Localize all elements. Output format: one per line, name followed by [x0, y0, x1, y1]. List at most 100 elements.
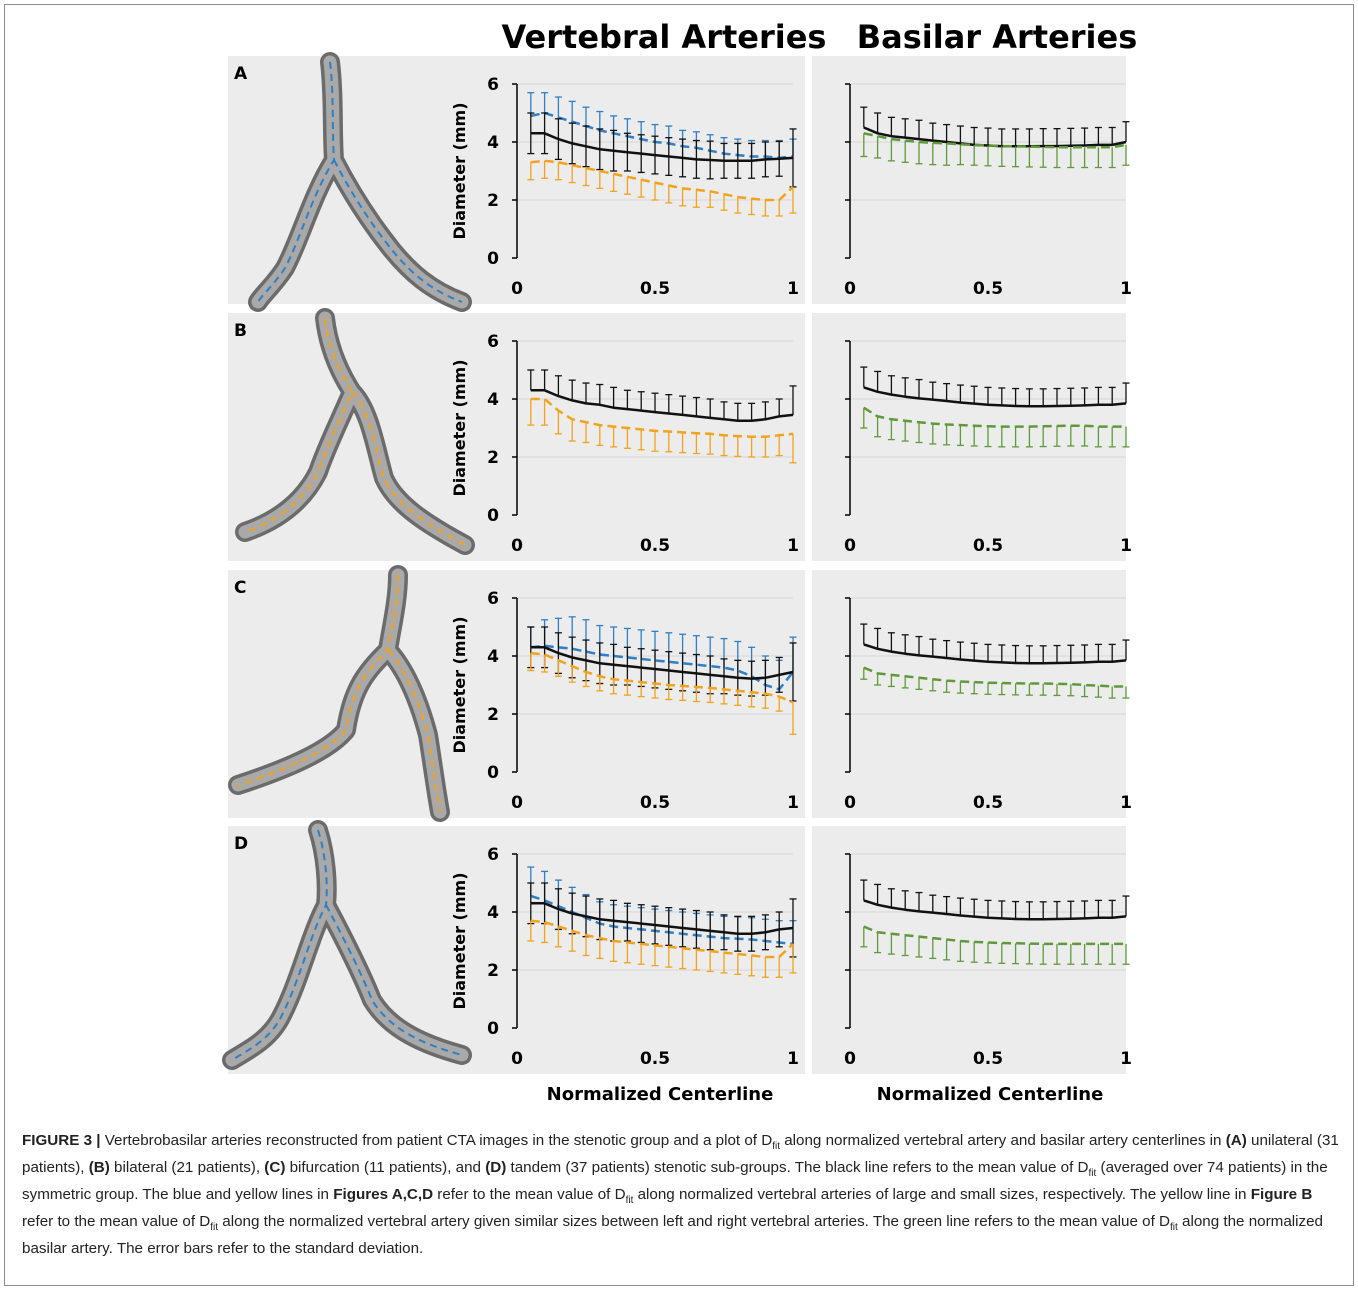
yellow-series	[527, 159, 797, 217]
caption-ref-d: (D)	[485, 1159, 507, 1177]
yellow-series	[527, 919, 797, 978]
caption-text: bifurcation (11 patients), and	[285, 1159, 486, 1177]
caption-text: Vertebrobasilar arteries reconstructed f…	[100, 1132, 773, 1149]
y-tick-label: 6	[487, 589, 499, 609]
x-tick-label: 1	[787, 1049, 799, 1069]
caption-ref-figs-acd: Figures A,C,D	[333, 1186, 434, 1204]
black-series	[860, 623, 1130, 665]
black-mean-line	[863, 386, 1127, 408]
caption-text: along the normalized basilar artery. The…	[22, 1213, 1323, 1258]
x-tick-label: 0	[511, 536, 523, 556]
panel-background	[812, 826, 1126, 1074]
caption-text: tandem (37 patients) stenotic sub-groups…	[506, 1159, 1089, 1177]
green-series	[860, 406, 1130, 448]
caption-text: along normalized vertebral artery and ba…	[780, 1132, 1226, 1149]
basilar-chart: 0 0.5 1	[812, 56, 1132, 304]
green-mean-line	[863, 925, 1126, 946]
y-tick-label: 0	[487, 506, 499, 526]
y-tick-label: 6	[487, 75, 499, 95]
y-axis-label: Diameter (mm)	[450, 872, 469, 1009]
panel-background	[812, 313, 1126, 561]
caption-ref-b: (B)	[88, 1159, 110, 1177]
y-axis-label: Diameter (mm)	[450, 616, 469, 753]
vertebral-chart: B Diameter (mm) 0 2 4 6 0 0.5 1	[228, 308, 805, 561]
x-tick-label: 1	[1120, 279, 1132, 299]
y-tick-label: 0	[487, 249, 499, 269]
caption-text: refer to the mean value of D	[22, 1213, 211, 1231]
y-tick-label: 4	[487, 647, 499, 667]
artery-centerline	[257, 61, 463, 303]
y-tick-label: 2	[487, 705, 499, 725]
y-tick-label: 4	[487, 903, 499, 923]
caption-figure-label: FIGURE 3 |	[22, 1132, 101, 1149]
x-tick-label: 0.5	[640, 536, 670, 556]
x-tick-label: 0	[844, 279, 856, 299]
yellow-mean-line	[530, 919, 794, 959]
caption-ref-c: (C)	[264, 1159, 286, 1177]
y-tick-label: 4	[487, 390, 499, 410]
x-tick-label: 0.5	[973, 279, 1003, 299]
artery-centerline	[231, 829, 463, 1061]
green-mean-line	[863, 132, 1127, 149]
x-tick-label: 0	[844, 1049, 856, 1069]
panel-letter: B	[234, 321, 247, 341]
caption-subscript: fit	[1170, 1222, 1178, 1234]
y-tick-label: 2	[487, 961, 499, 981]
green-series	[860, 925, 1130, 965]
caption-text: bilateral (21 patients),	[109, 1159, 265, 1177]
artery-centerline	[237, 574, 441, 813]
column-title-basilar: Basilar Arteries	[857, 18, 1138, 56]
basilar-chart: 0 0.5 1	[812, 826, 1132, 1074]
x-tick-label: 0	[844, 793, 856, 813]
y-tick-label: 6	[487, 845, 499, 865]
y-tick-label: 4	[487, 133, 499, 153]
x-tick-label: 1	[1120, 536, 1132, 556]
black-series	[527, 112, 797, 188]
basilar-chart: 0 0.5 1	[812, 570, 1132, 818]
panel-letter: C	[234, 578, 246, 598]
blue-mean-line	[530, 111, 794, 160]
x-tick-label: 1	[1120, 1049, 1132, 1069]
green-series	[860, 132, 1130, 169]
black-mean-line	[863, 899, 1127, 921]
y-tick-label: 0	[487, 1019, 499, 1039]
x-tick-label: 1	[787, 793, 799, 813]
figure-canvas: Vertebral Arteries Basilar Arteries A Dia…	[222, 18, 1138, 1105]
x-axis-label-basilar: Normalized Centerline	[877, 1084, 1104, 1105]
y-tick-label: 2	[487, 448, 499, 468]
panel-background	[812, 570, 1126, 818]
blue-series	[527, 92, 797, 160]
y-axis-label: Diameter (mm)	[450, 102, 469, 239]
green-mean-line	[863, 406, 1126, 428]
x-axis-label-vertebral: Normalized Centerline	[547, 1084, 774, 1105]
x-tick-label: 0.5	[973, 793, 1003, 813]
blue-mean-line	[530, 644, 794, 691]
black-series	[860, 879, 1130, 921]
basilar-chart: 0 0.5 1	[812, 313, 1132, 561]
caption-text: refer to the mean value of D	[433, 1186, 626, 1204]
x-tick-label: 1	[787, 536, 799, 556]
black-series	[527, 369, 797, 423]
black-mean-line	[863, 643, 1127, 665]
vertebral-chart: A Diameter (mm) 0 2 4 6 0 0.5 1	[228, 52, 805, 312]
vertebral-chart: D Diameter (mm) 0 2 4 6 0 0.5 1	[222, 820, 805, 1074]
caption-ref-a: (A)	[1225, 1132, 1247, 1149]
panel-letter: D	[234, 834, 248, 854]
vertebral-chart: C Diameter (mm) 0 2 4 6 0 0.5 1	[228, 565, 805, 822]
panel-letter: A	[234, 64, 248, 84]
figure-caption: FIGURE 3 | Vertebrobasilar arteries reco…	[22, 1130, 1340, 1259]
column-title-vertebral: Vertebral Arteries	[502, 18, 827, 56]
y-tick-label: 6	[487, 332, 499, 352]
caption-ref-fig-b: Figure B	[1250, 1186, 1313, 1204]
x-tick-label: 1	[1120, 793, 1132, 813]
caption-text: along normalized vertebral arteries of l…	[633, 1186, 1251, 1204]
x-tick-label: 0	[511, 793, 523, 813]
black-series	[527, 882, 797, 958]
panel-background	[812, 56, 1126, 304]
caption-subscript: fit	[210, 1222, 219, 1234]
black-mean-line	[530, 646, 794, 680]
black-mean-line	[530, 132, 794, 163]
caption-text: unilateral (31 patients),	[22, 1132, 1339, 1177]
black-mean-line	[530, 902, 794, 936]
